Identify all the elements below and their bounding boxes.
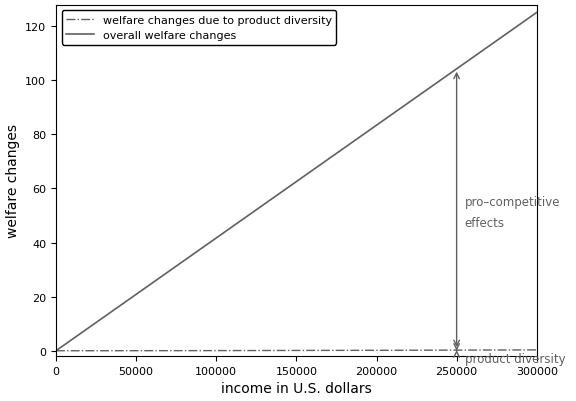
- overall welfare changes: [107, 310, 114, 315]
- welfare changes due to product diversity: [257, 348, 264, 353]
- Text: pro–competitive: pro–competitive: [465, 195, 560, 208]
- overall welfare changes: [524, 18, 530, 22]
- welfare changes due to product diversity: [136, 348, 143, 353]
- overall welfare changes: [533, 11, 540, 16]
- overall welfare changes: [136, 290, 143, 295]
- Text: effects: effects: [465, 217, 505, 230]
- welfare changes due to product diversity: [533, 348, 540, 352]
- welfare changes due to product diversity: [107, 348, 114, 353]
- welfare changes due to product diversity: [237, 348, 244, 353]
- overall welfare changes: [257, 205, 264, 209]
- overall welfare changes: [237, 219, 244, 224]
- Line: overall welfare changes: overall welfare changes: [56, 13, 537, 351]
- Y-axis label: welfare changes: welfare changes: [6, 124, 20, 238]
- overall welfare changes: [472, 54, 479, 59]
- Line: welfare changes due to product diversity: welfare changes due to product diversity: [56, 350, 537, 351]
- welfare changes due to product diversity: [524, 348, 530, 352]
- Text: product diversity: product diversity: [465, 352, 565, 365]
- Legend: welfare changes due to product diversity, overall welfare changes: welfare changes due to product diversity…: [62, 11, 336, 45]
- overall welfare changes: [52, 348, 59, 353]
- X-axis label: income in U.S. dollars: income in U.S. dollars: [221, 381, 372, 395]
- welfare changes due to product diversity: [472, 348, 479, 352]
- welfare changes due to product diversity: [52, 348, 59, 353]
